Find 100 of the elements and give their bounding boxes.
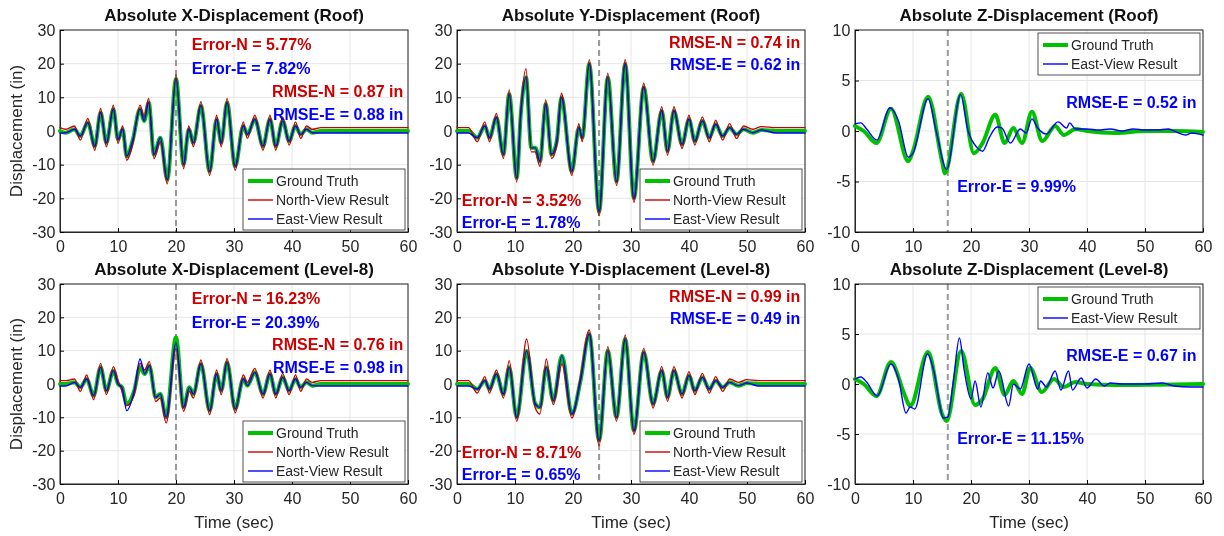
y-tick-label: 0 (841, 375, 851, 393)
x-tick-label: 60 (1194, 237, 1213, 255)
y-tick-label: -30 (32, 223, 56, 241)
legend-label: North-View Result (276, 192, 389, 208)
x-tick-label: 30 (1020, 237, 1039, 255)
annotation: Error-E = 9.99% (957, 177, 1076, 195)
y-tick-label: 20 (37, 55, 56, 73)
x-tick-label: 30 (622, 489, 641, 507)
y-tick-label: -20 (429, 189, 453, 207)
x-tick-label: 50 (341, 237, 360, 255)
annotation: Error-N = 3.52% (461, 191, 582, 209)
annotation: Error-N = 5.77% (191, 36, 312, 54)
annotation: RMSE-E = 0.88 in (272, 105, 404, 123)
chart-title: Absolute Z-Displacement (Level-8) (889, 260, 1169, 279)
legend-label: Ground Truth (1071, 37, 1154, 53)
y-tick-label: -30 (429, 475, 453, 493)
y-tick-label: 0 (841, 122, 851, 140)
annotation: RMSE-N = 0.76 in (272, 336, 404, 353)
y-tick-label: 20 (37, 308, 56, 326)
y-tick-label: 10 (37, 88, 56, 106)
x-tick-label: 10 (109, 237, 128, 255)
x-tick-label: 50 (1136, 237, 1155, 255)
annotation: RMSE-N = 0.74 in (669, 34, 801, 52)
legend-label: Ground Truth (1071, 291, 1154, 307)
annotation: RMSE-E = 0.52 in (1066, 93, 1197, 111)
y-tick-label: -10 (429, 156, 453, 174)
chart-title: Absolute Y-Displacement (Level-8) (491, 260, 771, 279)
x-tick-label: 20 (564, 237, 583, 255)
x-tick-label: 40 (283, 489, 302, 507)
y-tick-label: 10 (434, 88, 453, 106)
x-tick-label: 40 (680, 237, 699, 255)
x-tick-label: 60 (399, 489, 418, 507)
legend-label: East-View Result (673, 463, 780, 479)
x-tick-label: 20 (564, 489, 583, 507)
legend-label: Ground Truth (276, 425, 359, 441)
y-tick-label: 10 (434, 342, 453, 360)
x-axis-title: Time (sec) (989, 513, 1069, 532)
x-tick-label: 60 (1194, 489, 1213, 507)
annotation: RMSE-N = 0.99 in (669, 288, 801, 305)
y-tick-label: 20 (434, 308, 453, 326)
y-tick-label: 0 (46, 122, 56, 140)
annotation: Error-E = 7.82% (191, 60, 311, 78)
x-tick-label: 60 (796, 237, 815, 255)
x-tick-label: 40 (680, 489, 699, 507)
legend-label: East-View Result (1071, 56, 1178, 72)
legend-label: East-View Result (673, 211, 780, 227)
y-axis-title: Displacement (in) (7, 64, 26, 198)
x-tick-label: 50 (341, 489, 360, 507)
x-tick-label: 50 (1136, 489, 1155, 507)
annotation: RMSE-E = 0.49 in (669, 310, 801, 327)
y-tick-label: 0 (443, 375, 453, 393)
legend-label: Ground Truth (276, 173, 359, 189)
y-tick-label: -30 (32, 475, 56, 493)
y-tick-label: -10 (827, 223, 851, 241)
annotation: Error-N = 16.23% (191, 290, 321, 307)
y-tick-label: 10 (37, 342, 56, 360)
x-tick-label: 60 (796, 489, 815, 507)
x-tick-label: 20 (167, 237, 186, 255)
annotation: Error-E = 20.39% (191, 314, 320, 331)
annotation: RMSE-E = 0.62 in (669, 56, 801, 74)
y-tick-label: 5 (841, 325, 851, 343)
chart-title: Absolute X-Displacement (Level-8) (94, 260, 374, 279)
y-tick-label: 30 (37, 21, 56, 39)
annotation: RMSE-N = 0.87 in (272, 82, 404, 100)
y-tick-label: 0 (443, 122, 453, 140)
y-tick-label: 30 (37, 275, 56, 293)
x-tick-label: 10 (904, 237, 923, 255)
legend-label: East-View Result (276, 211, 383, 227)
legend-label: North-View Result (673, 192, 786, 208)
y-axis-title: Displacement (in) (7, 317, 26, 451)
chart-title: Absolute X-Displacement (Roof) (104, 6, 364, 25)
x-tick-label: 60 (399, 237, 418, 255)
x-tick-label: 40 (1078, 237, 1097, 255)
annotation: RMSE-E = 0.67 in (1066, 347, 1197, 364)
y-tick-label: 10 (832, 275, 851, 293)
y-tick-label: -20 (32, 442, 56, 460)
x-tick-label: 10 (109, 489, 128, 507)
y-tick-label: 10 (832, 21, 851, 39)
y-tick-label: -5 (836, 173, 851, 191)
y-tick-label: -10 (32, 408, 56, 426)
legend-label: North-View Result (276, 444, 389, 460)
x-tick-label: 10 (904, 489, 923, 507)
x-tick-label: 40 (283, 237, 302, 255)
annotation: Error-N = 8.71% (461, 444, 582, 461)
y-tick-label: -10 (429, 408, 453, 426)
y-tick-label: 30 (434, 21, 453, 39)
y-tick-label: -5 (836, 425, 851, 443)
x-tick-label: 10 (506, 489, 525, 507)
legend-label: East-View Result (276, 463, 383, 479)
x-axis-title: Time (sec) (194, 513, 274, 532)
x-tick-label: 50 (738, 237, 757, 255)
x-axis-title: Time (sec) (591, 513, 671, 532)
y-tick-label: 5 (841, 72, 851, 90)
x-tick-label: 30 (1020, 489, 1039, 507)
x-tick-label: 30 (622, 237, 641, 255)
chart-title: Absolute Y-Displacement (Roof) (501, 6, 761, 25)
x-tick-label: 20 (962, 237, 981, 255)
y-tick-label: 0 (46, 375, 56, 393)
legend-label: North-View Result (673, 444, 786, 460)
legend-label: Ground Truth (673, 425, 756, 441)
